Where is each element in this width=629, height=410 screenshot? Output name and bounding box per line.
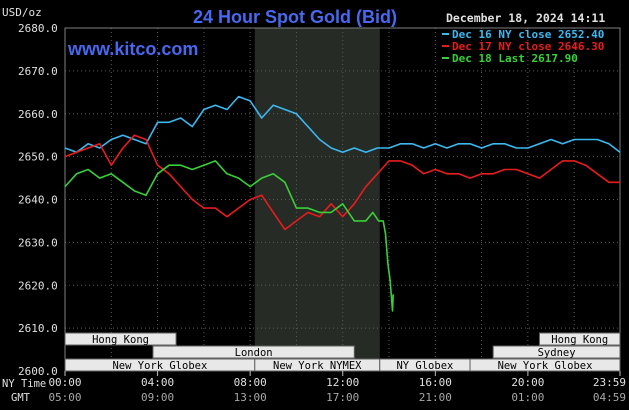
x-tick-label-gmt: 01:00: [511, 391, 544, 404]
x-tick-label-gmt: 09:00: [141, 391, 174, 404]
y-tick-label: 2660.0: [18, 108, 58, 121]
series-line-dec17: [64, 134, 620, 231]
y-tick-label: 2640.0: [18, 194, 58, 207]
y-tick-label: 2630.0: [18, 236, 58, 249]
chart-legend: Dec 16 NY close 2652.40 Dec 17 NY close …: [442, 28, 604, 65]
x-axis-gmt-label: GMT: [11, 392, 31, 404]
legend-entry-dec18: Dec 18 Last 2617.90: [452, 52, 578, 65]
session-label: London: [235, 347, 273, 359]
x-tick-label-ny: 08:00: [234, 376, 267, 389]
series-line-dec16: [64, 95, 621, 154]
x-tick-label-gmt: 21:00: [419, 391, 452, 404]
x-tick-label-ny: 04:00: [141, 376, 174, 389]
x-tick-label-gmt: 13:00: [234, 391, 267, 404]
session-label: New York Globex: [112, 360, 207, 372]
session-label: New York Globex: [498, 360, 593, 372]
session-label: Hong Kong: [92, 334, 149, 346]
y-tick-label: 2670.0: [18, 65, 58, 78]
y-tick-label: 2620.0: [18, 279, 58, 292]
session-bar-row3: [469, 358, 621, 372]
session-label: Sydney: [538, 347, 576, 359]
y-tick-label: 2600.0: [18, 365, 58, 378]
y-tick-label: 2680.0: [18, 22, 58, 35]
x-tick-label-ny: 00:00: [48, 376, 81, 389]
x-tick-label-ny: 20:00: [511, 376, 544, 389]
x-tick-label-gmt: 17:00: [326, 391, 359, 404]
chart-title: 24 Hour Spot Gold (Bid): [193, 7, 397, 27]
y-axis-unit-label: USD/oz: [2, 6, 42, 19]
session-label: NY Globex: [396, 360, 453, 372]
series-line-dec18: [64, 160, 394, 312]
price-series: [64, 95, 621, 312]
session-bar-row2: [152, 345, 355, 359]
x-tick-label-ny: 12:00: [326, 376, 359, 389]
x-tick-label-ny: 16:00: [419, 376, 452, 389]
legend-entry-dec16: Dec 16 NY close 2652.40: [452, 28, 604, 41]
y-axis: 2680.0 2670.0 2660.0 2650.0 2640.0 2630.0 2620…: [18, 22, 58, 378]
y-tick-label: 2610.0: [18, 322, 58, 335]
session-bar-row2: [492, 345, 621, 359]
x-axis: 00:00 05:00 04:00 09:00 08:00 13:00 12:00 17:00…: [48, 371, 626, 404]
x-axis-ny-time-label: NY Time: [2, 378, 46, 390]
x-tick-label-gmt: 05:00: [48, 391, 81, 404]
session-bar-row1: [538, 332, 621, 346]
chart-timestamp: December 18, 2024 14:11: [446, 11, 605, 25]
x-tick-label-gmt: 04:59: [593, 391, 626, 404]
legend-entry-dec17: Dec 17 NY close 2646.30: [452, 40, 604, 53]
y-tick-label: 2650.0: [18, 151, 58, 164]
session-label: Hong Kong: [551, 334, 608, 346]
session-bar-row1: [64, 332, 177, 346]
x-tick-label-ny: 23:59: [593, 376, 626, 389]
session-label: New York NYMEX: [273, 360, 362, 372]
site-watermark: www.kitco.com: [67, 39, 198, 59]
